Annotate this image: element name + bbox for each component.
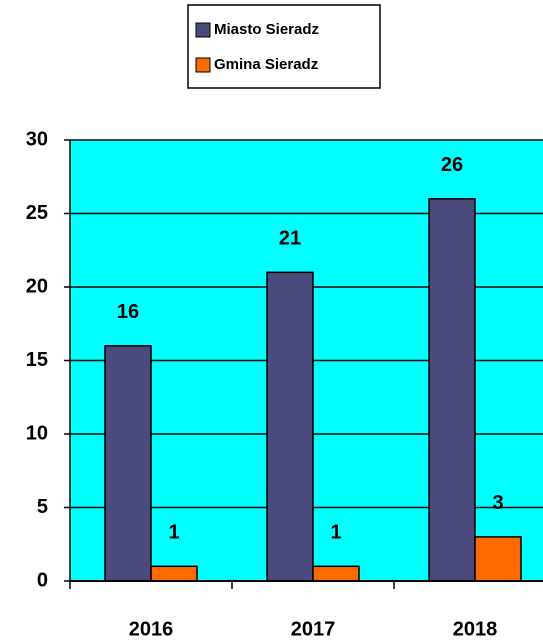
x-tick-label: 2017: [291, 618, 336, 640]
x-tick-label: 2016: [129, 618, 174, 640]
data-label: 1: [330, 522, 341, 544]
y-tick-label: 30: [26, 128, 48, 150]
data-label: 3: [492, 492, 503, 514]
data-label: 21: [279, 228, 301, 250]
y-tick-label: 25: [26, 202, 48, 224]
data-label: 1: [168, 522, 179, 544]
data-label: 16: [117, 301, 139, 323]
legend-swatch: [195, 57, 211, 73]
legend-label: Miasto Sieradz: [214, 21, 319, 38]
data-label: 26: [441, 154, 463, 176]
y-tick-label: 5: [37, 496, 48, 518]
bar: [474, 536, 522, 582]
bar: [150, 565, 198, 582]
y-tick-label: 20: [26, 275, 48, 297]
y-tick-label: 15: [26, 349, 48, 371]
bar: [428, 198, 476, 582]
y-tick-label: 10: [26, 422, 48, 444]
bar: [312, 565, 360, 582]
bar: [104, 345, 152, 582]
legend-swatch: [195, 22, 211, 38]
x-tick-label: 2018: [453, 618, 498, 640]
legend-label: Gmina Sieradz: [214, 56, 318, 73]
legend-box: [187, 4, 381, 89]
bar: [266, 271, 314, 582]
y-tick-label: 0: [37, 569, 48, 591]
